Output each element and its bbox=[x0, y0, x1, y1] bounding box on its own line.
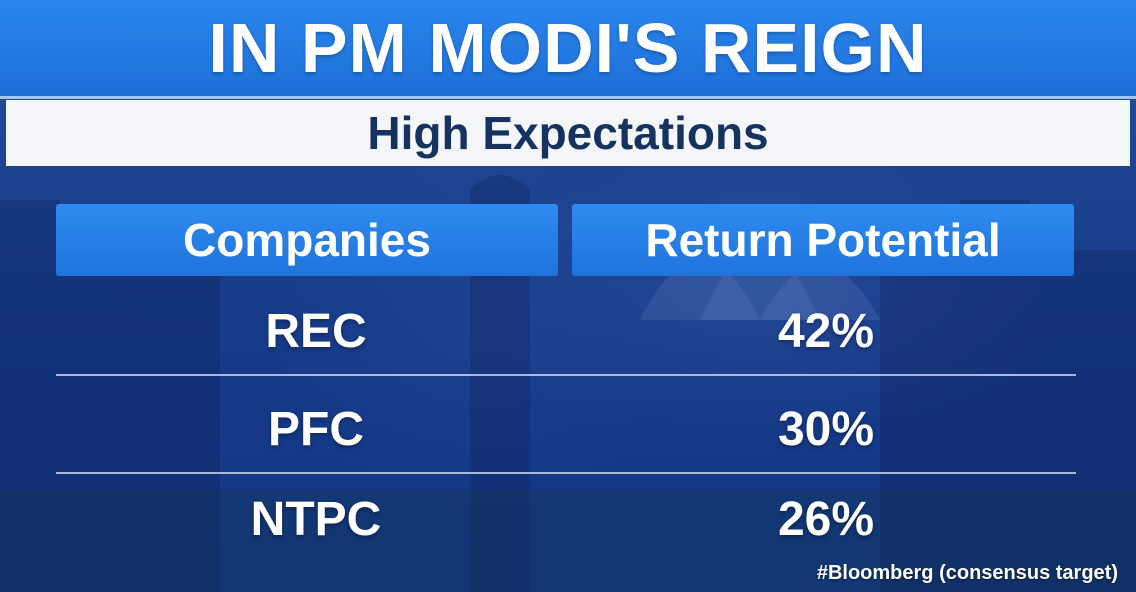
return-cell: 30% bbox=[777, 402, 875, 456]
table-row: REC 42% bbox=[56, 282, 1076, 380]
column-header-companies: Companies bbox=[56, 204, 558, 276]
company-cell: NTPC bbox=[250, 492, 382, 546]
company-cell: PFC bbox=[268, 402, 364, 456]
table-row: PFC 30% bbox=[56, 380, 1076, 478]
row-divider bbox=[56, 472, 1076, 474]
page-subtitle: High Expectations bbox=[367, 107, 769, 159]
row-divider bbox=[56, 374, 1076, 376]
return-cell: 42% bbox=[777, 304, 875, 358]
table-row: NTPC 26% bbox=[56, 470, 1076, 568]
title-banner: IN PM MODI'S REIGN bbox=[0, 0, 1136, 99]
source-footnote: #Bloomberg (consensus target) bbox=[816, 562, 1118, 584]
column-header-return-potential: Return Potential bbox=[572, 204, 1074, 276]
return-cell: 26% bbox=[777, 492, 875, 546]
subtitle-banner: High Expectations bbox=[6, 100, 1130, 166]
company-cell: REC bbox=[265, 304, 367, 358]
page-title: IN PM MODI'S REIGN bbox=[208, 9, 928, 87]
cityscape-silhouette bbox=[0, 175, 1136, 592]
